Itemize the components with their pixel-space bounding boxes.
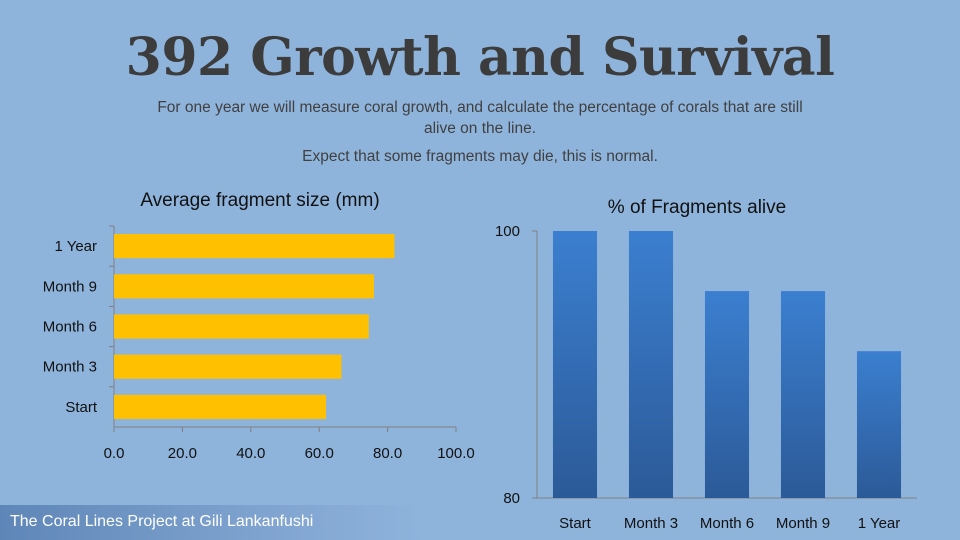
x-tick-label: 0.0 bbox=[104, 445, 125, 462]
fragment-size-chart: Average fragment size (mm) 0.0 20.0 40.0 60.… bbox=[43, 190, 475, 462]
x-tick-label: 100.0 bbox=[437, 445, 475, 462]
x-tick-label: 60.0 bbox=[305, 445, 334, 462]
footer-text: The Coral Lines Project at Gili Lankanfu… bbox=[10, 513, 314, 530]
category-label: Month 9 bbox=[43, 278, 97, 295]
category-label: Month 3 bbox=[624, 515, 678, 532]
bar bbox=[552, 231, 598, 498]
category-label: Start bbox=[65, 399, 98, 416]
slide-title: 392 Growth and Survival bbox=[125, 27, 835, 88]
bar bbox=[114, 234, 395, 259]
bar bbox=[114, 394, 327, 419]
chart-title: Average fragment size (mm) bbox=[140, 190, 379, 211]
x-tick-label: 80.0 bbox=[373, 445, 402, 462]
bar bbox=[628, 231, 674, 498]
footer-banner: The Coral Lines Project at Gili Lankanfu… bbox=[0, 505, 430, 540]
category-label: Start bbox=[559, 515, 592, 532]
note-text: Expect that some fragments may die, this… bbox=[302, 148, 658, 165]
category-label: Month 6 bbox=[43, 319, 97, 336]
bar bbox=[114, 314, 369, 339]
bar bbox=[780, 291, 826, 498]
x-tick-label: 20.0 bbox=[168, 445, 197, 462]
category-label: Month 3 bbox=[43, 359, 97, 376]
category-label: Month 6 bbox=[700, 515, 754, 532]
fragments-alive-chart: % of Fragments alive 80 100 Start Month 3 Mon… bbox=[495, 197, 917, 532]
category-label: 1 Year bbox=[858, 515, 901, 532]
category-label: Month 9 bbox=[776, 515, 830, 532]
category-label: 1 Year bbox=[54, 238, 97, 255]
y-tick-label: 80 bbox=[503, 490, 520, 507]
bar bbox=[704, 291, 750, 498]
bar bbox=[856, 351, 902, 498]
chart-title: % of Fragments alive bbox=[608, 197, 786, 218]
intro-text: For one year we will measure coral growt… bbox=[157, 99, 803, 137]
y-tick-label: 100 bbox=[495, 223, 520, 240]
bar bbox=[114, 274, 374, 299]
bar bbox=[114, 354, 342, 379]
x-tick-label: 40.0 bbox=[236, 445, 265, 462]
